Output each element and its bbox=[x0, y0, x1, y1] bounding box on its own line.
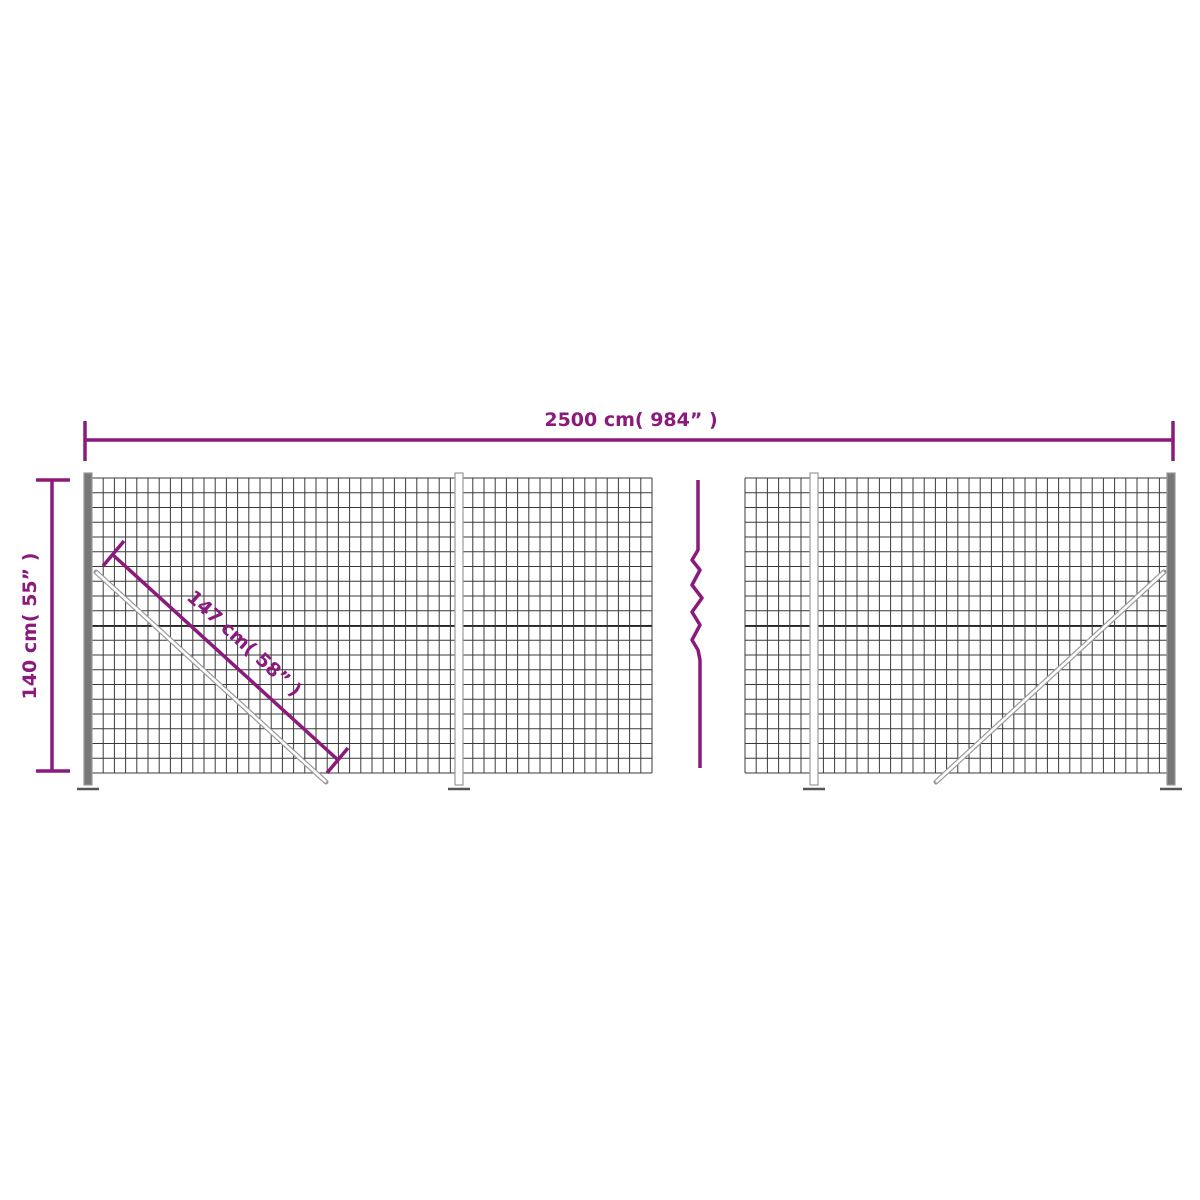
fence-posts bbox=[77, 472, 1182, 791]
fence-panel-left bbox=[91, 477, 653, 774]
brace-dimension-start-tick bbox=[101, 539, 126, 568]
height-dimension bbox=[36, 478, 70, 773]
fence-post bbox=[809, 472, 819, 786]
length-label: 2500 cm( 984” ) bbox=[544, 409, 717, 431]
diagonal-brace-inner bbox=[95, 571, 327, 783]
brace-dimension-end-tick bbox=[325, 746, 350, 775]
height-label: 140 cm( 55” ) bbox=[19, 553, 41, 700]
fence-post bbox=[454, 472, 464, 786]
brace-dimension bbox=[101, 539, 350, 775]
length-dimension bbox=[83, 421, 1175, 461]
brace-label: 147 cm( 58” ) bbox=[182, 586, 305, 701]
fence-panel-right bbox=[744, 477, 1170, 774]
zigzag-break-icon bbox=[690, 480, 704, 768]
fence-post bbox=[1166, 472, 1176, 786]
brace-dimension-line bbox=[111, 553, 340, 762]
fence-post bbox=[83, 472, 93, 786]
diagonal-brace-inner bbox=[935, 571, 1165, 783]
fence-braces bbox=[93, 569, 1167, 785]
